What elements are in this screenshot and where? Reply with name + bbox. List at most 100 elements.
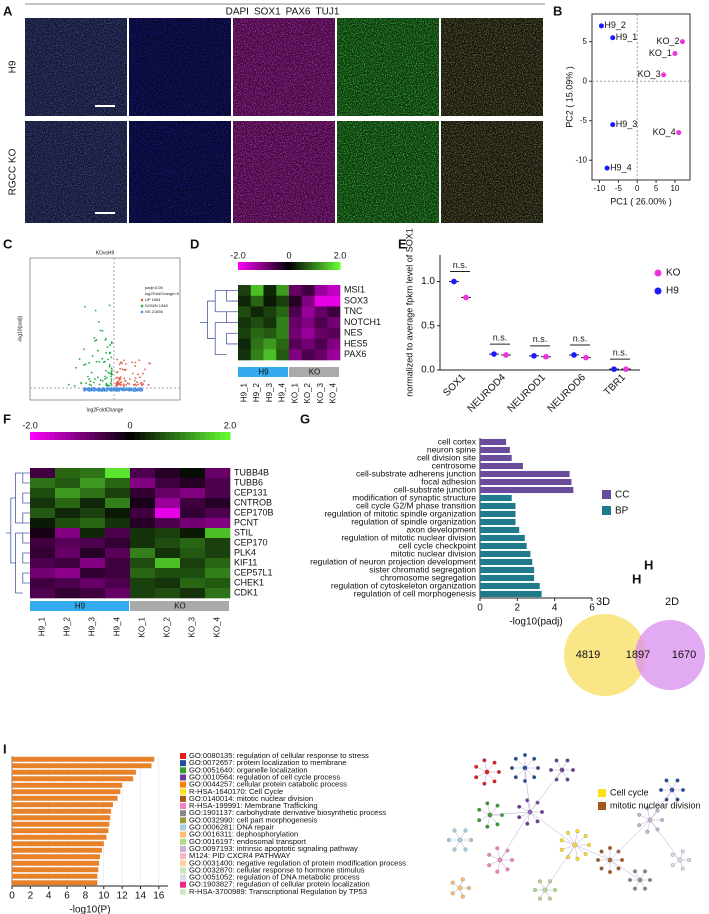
network-node xyxy=(485,824,490,829)
annotation: n.s. xyxy=(573,333,588,343)
network-link xyxy=(609,819,651,861)
colorbar-cell xyxy=(324,262,328,270)
colorbar-cell xyxy=(255,262,259,270)
colorbar-tick-label: 2.0 xyxy=(334,250,347,260)
heat-cell xyxy=(80,508,106,519)
heat-cell xyxy=(238,349,252,361)
colorbar-tick-label: 0 xyxy=(127,420,132,430)
row-label: CEP57L1 xyxy=(234,567,273,577)
network-node xyxy=(447,838,451,842)
network-node xyxy=(554,777,559,782)
column-label: H9_4 xyxy=(278,382,287,402)
sig-dot xyxy=(147,383,150,386)
heat-cell xyxy=(105,528,131,539)
row-label: STIL xyxy=(234,527,253,537)
sig-dot xyxy=(73,384,76,387)
colorbar-cell xyxy=(50,432,56,440)
colorbar-cell xyxy=(271,262,275,270)
network-node xyxy=(477,818,482,823)
sig-dot xyxy=(123,377,126,380)
network-node xyxy=(482,758,487,763)
row-label: TNC xyxy=(344,306,363,316)
heat-cell xyxy=(30,558,56,569)
bar xyxy=(12,795,118,801)
network-link xyxy=(524,767,531,813)
dot xyxy=(571,352,577,358)
row-label: TUBB4B xyxy=(234,467,269,477)
sig-dot xyxy=(110,378,113,380)
sig-dot xyxy=(88,361,90,364)
heat-cell xyxy=(314,306,328,318)
ns-dot xyxy=(140,387,142,389)
micrograph-signal xyxy=(129,121,231,223)
row-label: MSI1 xyxy=(344,285,365,295)
ns-dot xyxy=(123,387,126,390)
network-link xyxy=(529,769,563,813)
y-tick-label: 1.0 xyxy=(421,276,435,287)
panel-label: E xyxy=(398,236,407,251)
panel-label: H xyxy=(632,571,641,586)
ns-dot xyxy=(86,387,89,390)
column-label: H9_3 xyxy=(265,382,274,402)
legend-swatch xyxy=(598,802,606,810)
heat-cell xyxy=(301,306,315,318)
term-swatch xyxy=(180,788,186,795)
x-tick-label: 12 xyxy=(117,891,129,902)
sig-dot xyxy=(140,381,143,384)
heat-cell xyxy=(180,538,206,549)
x-tick-label: NEUROD6 xyxy=(546,372,589,415)
ns-dot xyxy=(101,389,104,392)
column-label: KO_3 xyxy=(188,616,197,637)
heat-cell xyxy=(205,558,231,569)
network-link xyxy=(499,811,531,861)
network-node xyxy=(513,756,518,761)
sig-dot xyxy=(128,378,131,380)
heat-cell xyxy=(80,538,106,549)
ns-dot xyxy=(96,387,99,390)
ns-dot xyxy=(128,387,131,390)
heat-cell xyxy=(205,508,231,519)
heat-cell xyxy=(250,338,264,350)
dot xyxy=(583,354,589,361)
network-node xyxy=(559,847,564,852)
heat-cell xyxy=(180,588,206,599)
x-tick-label: 10 xyxy=(98,891,110,902)
group-bar xyxy=(238,367,288,377)
sig-dot xyxy=(94,339,97,342)
network-node xyxy=(645,829,650,834)
network-link xyxy=(529,811,576,846)
point-label: H9_3 xyxy=(616,119,638,129)
row-label: CEP170B xyxy=(234,507,274,517)
ns-dot xyxy=(83,390,86,392)
y-tick-label: regulation of spindle organization xyxy=(351,516,476,526)
legend-label: KO xyxy=(666,268,681,279)
network-node xyxy=(533,888,537,892)
sig-dot xyxy=(78,358,81,360)
sig-dot xyxy=(121,368,124,371)
colorbar-cell xyxy=(65,432,71,440)
venn-count: 4819 xyxy=(576,649,600,661)
group-bar xyxy=(130,601,229,611)
heat-cell xyxy=(30,578,56,589)
x-tick-label: 4 xyxy=(552,603,558,614)
network-node xyxy=(670,863,675,868)
heat-cell xyxy=(314,317,328,329)
heat-cell xyxy=(130,578,156,589)
network-node xyxy=(565,777,570,782)
heat-cell xyxy=(130,518,156,529)
network-node xyxy=(633,886,637,891)
term-label: R-HSA-1640170: Cell Cycle xyxy=(189,787,283,796)
colorbar-cell xyxy=(245,262,249,270)
colorbar-cell xyxy=(294,262,298,270)
sig-dot xyxy=(90,371,93,374)
network-node xyxy=(467,886,471,890)
x-tick-label: TBR1 xyxy=(602,372,628,398)
x-tick-label: 16 xyxy=(153,891,165,902)
heat-cell xyxy=(327,306,341,318)
colorbar-cell xyxy=(190,432,196,440)
sig-dot xyxy=(98,383,101,386)
x-tick-label: 0 xyxy=(477,603,483,614)
bar xyxy=(12,854,101,860)
colorbar-cell xyxy=(250,262,254,270)
micrograph-signal xyxy=(233,121,335,223)
